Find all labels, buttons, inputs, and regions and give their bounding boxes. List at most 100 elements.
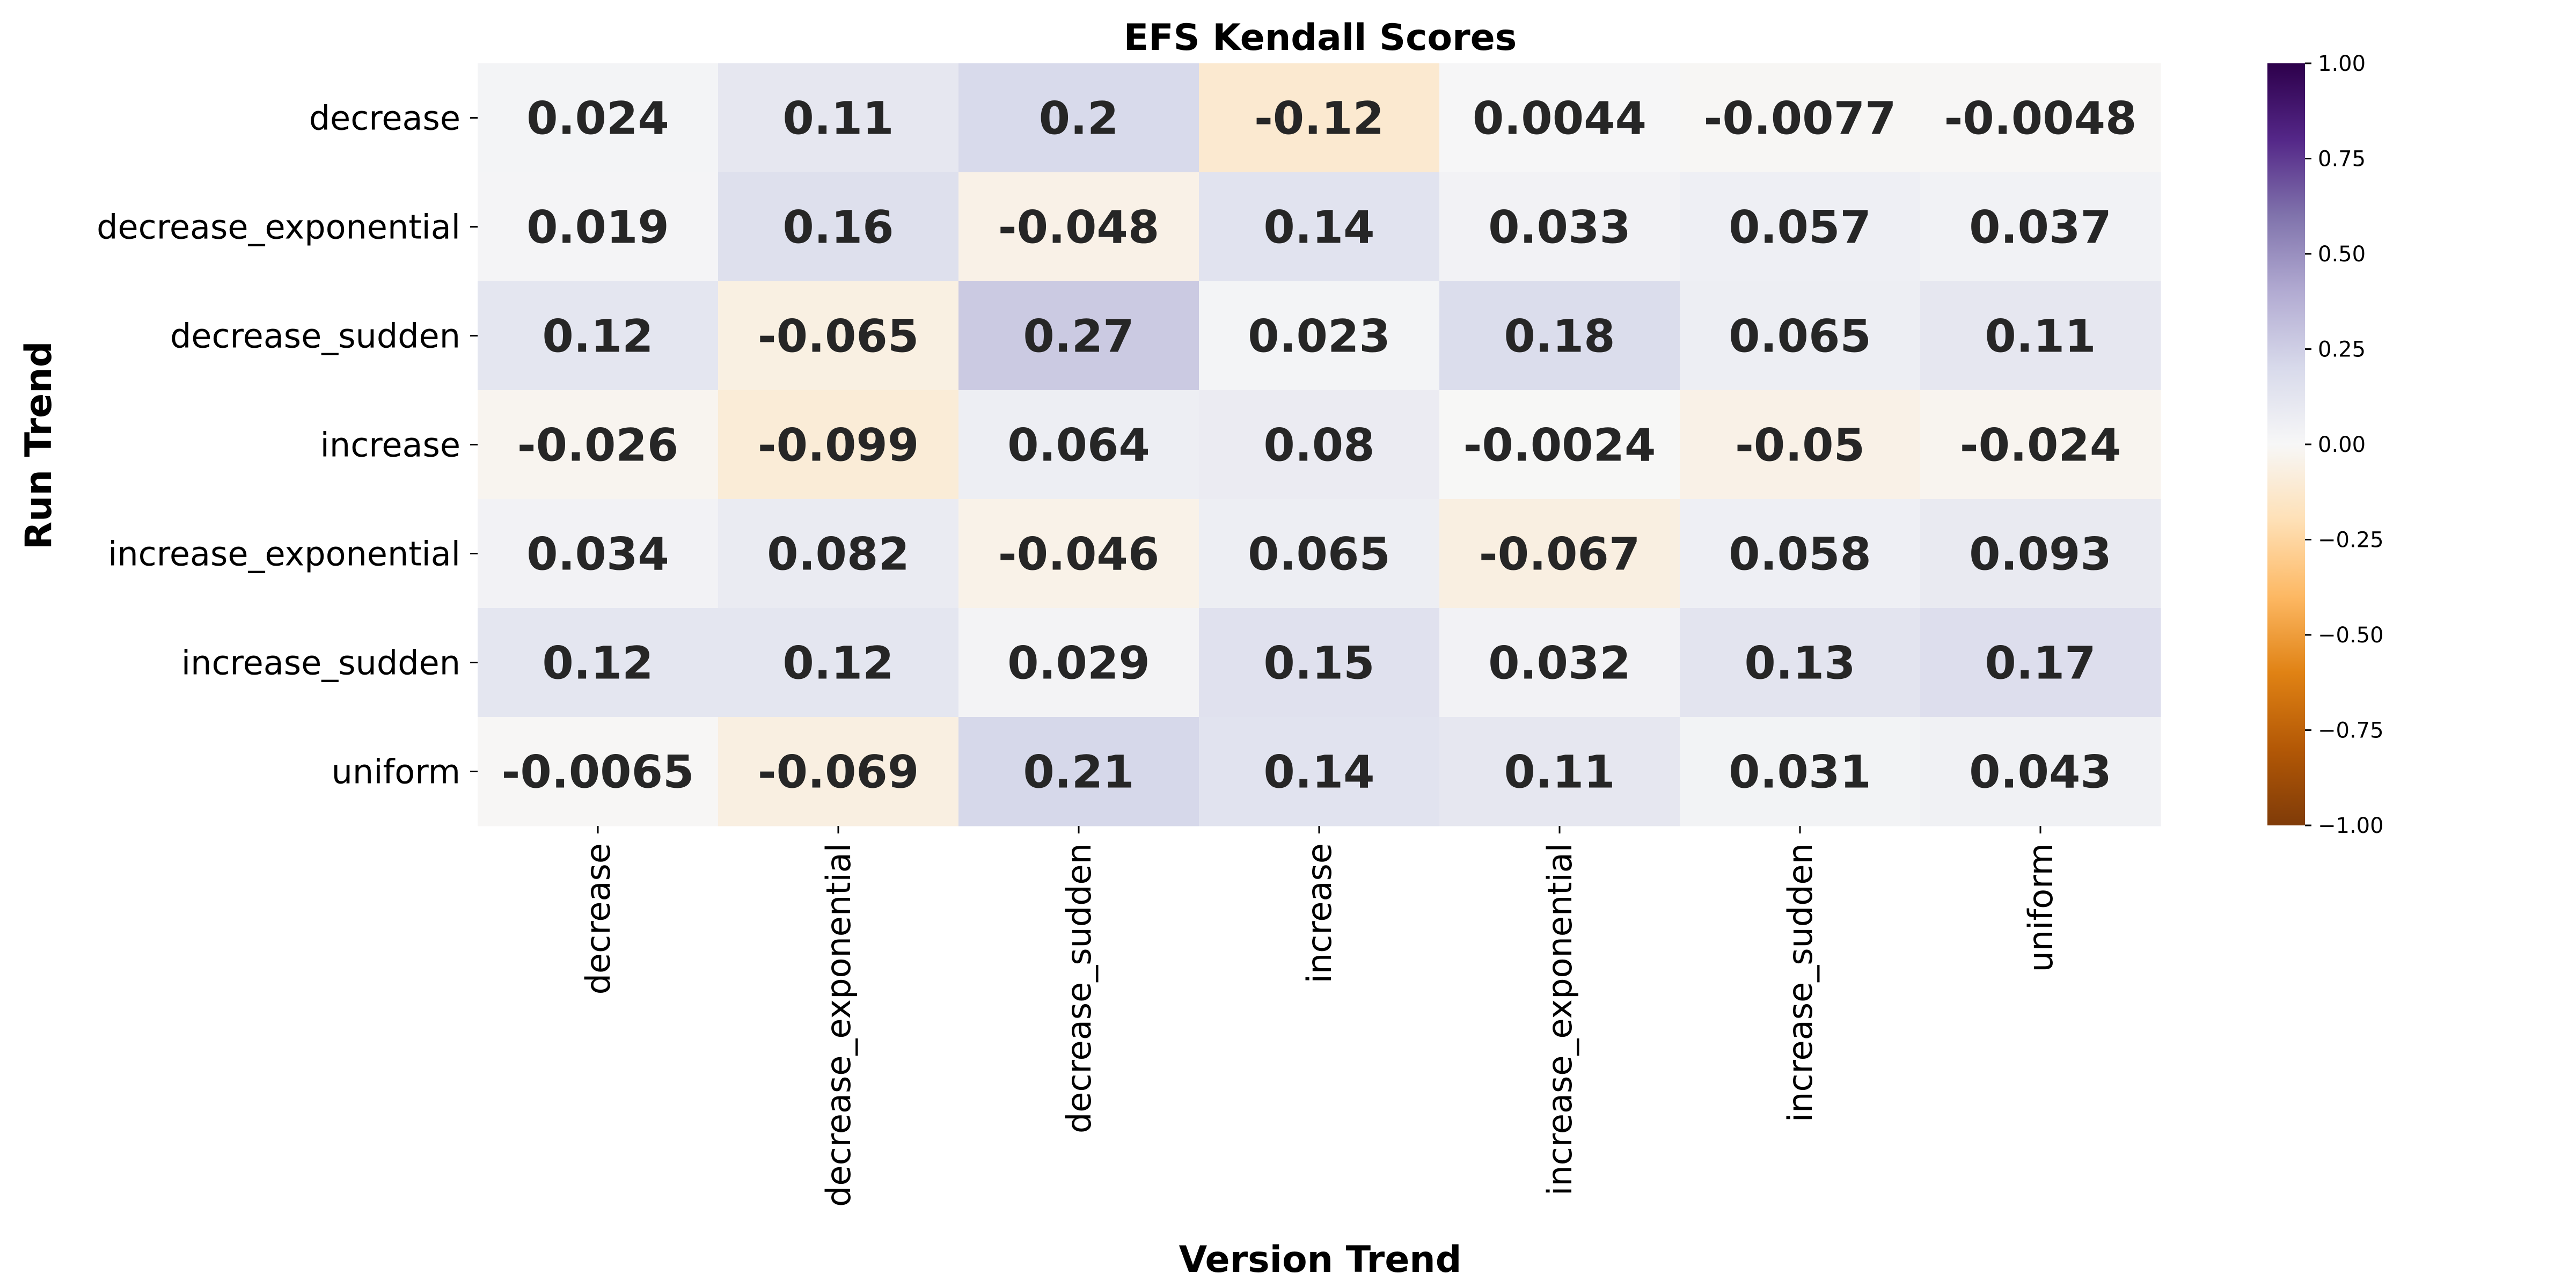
cell-value-label: -0.0077 [1703,92,1896,145]
colorbar-tick-label: 0.00 [2318,433,2366,457]
cell-value-label: 0.27 [1023,310,1134,363]
cell-value-label: 0.15 [1263,637,1374,690]
y-tick-label: increase_exponential [108,535,460,574]
cell-value-label: 0.11 [782,92,894,145]
heatmap-cell [958,608,1199,718]
colorbar-tick-label: −1.00 [2318,814,2384,838]
cell-value-label: -0.0048 [1944,92,2136,145]
heatmap-cell [1439,63,1680,173]
cell-value-label: 0.043 [1969,746,2112,799]
x-axis-title: Version Trend [1179,1239,1462,1281]
heatmap-cell [1680,608,1921,718]
y-tick-label: increase_sudden [181,643,460,683]
x-tick-label: increase_exponential [1540,843,1579,1196]
heatmap-cell [958,499,1199,609]
cell-value-label: -0.05 [1735,419,1865,472]
cell-value-label: 0.065 [1729,310,1871,363]
heatmap-cell [478,499,719,609]
cell-value-label: 0.12 [542,637,653,690]
cell-value-label: 0.023 [1248,310,1391,363]
heatmap-cell [1439,172,1680,282]
cell-value-label: -0.048 [998,201,1160,254]
heatmap-cell [718,281,959,391]
heatmap-cell [1439,608,1680,718]
heatmap-cell [1920,281,2161,391]
cell-value-label: 0.12 [782,637,894,690]
y-tick-label: increase [320,426,460,465]
cell-value-label: 0.14 [1263,746,1374,799]
heatmap-cell [718,608,959,718]
y-axis-ticks: decrease decrease_exponential decrease_sud… [97,99,478,792]
heatmap-cell [1680,390,1921,500]
heatmap-cell [478,717,719,826]
colorbar-tick-label: 0.25 [2318,338,2366,362]
cell-value-label: 0.12 [542,310,653,363]
cell-value-label: 0.032 [1488,637,1631,690]
heatmap-cell [1680,281,1921,391]
cell-value-label: 0.058 [1729,528,1871,581]
cell-value-label: 0.0044 [1473,92,1646,145]
colorbar-gradient [2267,63,2305,825]
cell-value-label: 0.2 [1039,92,1119,145]
x-tick-label: decrease [579,843,618,994]
heatmap-cell [1199,281,1440,391]
x-tick-label: uniform [2021,843,2060,972]
heatmap-cell [478,63,719,173]
colorbar: 1.00 0.75 0.50 0.25 0.00 −0.25 −0.50 −0.75 −1.00 [2267,52,2384,838]
colorbar-tick-label: −0.50 [2318,623,2384,648]
colorbar-ticks: 1.00 0.75 0.50 0.25 0.00 −0.25 −0.50 −0.75 −1.00 [2305,52,2384,838]
heatmap-cell-labels: 0.024 0.11 0.2 -0.12 0.0044 -0.0077 -0.0048 0.0… [501,92,2136,799]
cell-value-label: 0.033 [1488,201,1631,254]
heatmap-cell [718,717,959,826]
cell-value-label: 0.065 [1248,528,1391,581]
heatmap-cell [958,63,1199,173]
y-tick-label: decrease_exponential [97,208,460,247]
cell-value-label: 0.08 [1263,419,1374,472]
heatmap-cell [718,172,959,282]
cell-value-label: 0.16 [782,201,894,254]
y-axis-title: Run Trend [18,341,60,550]
heatmap-cell [1680,717,1921,826]
heatmap-cell [1920,499,2161,609]
cell-value-label: 0.18 [1504,310,1615,363]
heatmap-cell [958,717,1199,826]
cell-value-label: 0.093 [1969,528,2112,581]
heatmap-cell [1199,717,1440,826]
cell-value-label: 0.057 [1729,201,1871,254]
heatmap-cell [1920,717,2161,826]
cell-value-label: 0.064 [1007,419,1150,472]
x-tick-label: increase_sudden [1781,843,1820,1122]
colorbar-tick-label: 0.75 [2318,147,2366,172]
heatmap-cell [1199,499,1440,609]
heatmap-cells [478,63,2161,826]
chart-title: EFS Kendall Scores [1124,17,1517,59]
heatmap-cell [958,281,1199,391]
cell-value-label: 0.14 [1263,201,1374,254]
cell-value-label: -0.026 [517,419,679,472]
heatmap-cell [1680,172,1921,282]
cell-value-label: 0.037 [1969,201,2112,254]
heatmap-cell [1920,608,2161,718]
heatmap-cell [1680,63,1921,173]
heatmap-cell [1199,390,1440,500]
y-tick-label: decrease_sudden [170,317,460,356]
heatmap-cell [718,499,959,609]
cell-value-label: -0.024 [1960,419,2121,472]
heatmap-cell [1920,390,2161,500]
y-tick-label: uniform [332,752,460,792]
colorbar-tick-label: −0.75 [2318,719,2384,743]
heatmap-cell [478,281,719,391]
heatmap-cell [1439,717,1680,826]
cell-value-label: 0.082 [767,528,910,581]
heatmap-cell [718,390,959,500]
heatmap-cell [1199,172,1440,282]
cell-value-label: 0.11 [1504,746,1615,799]
x-tick-label: increase [1300,843,1339,983]
heatmap-cell [1680,499,1921,609]
heatmap-cell [958,172,1199,282]
colorbar-tick-label: −0.25 [2318,528,2384,553]
heatmap-cell [1920,172,2161,282]
heatmap-cell [1920,63,2161,173]
cell-value-label: -0.065 [758,310,919,363]
